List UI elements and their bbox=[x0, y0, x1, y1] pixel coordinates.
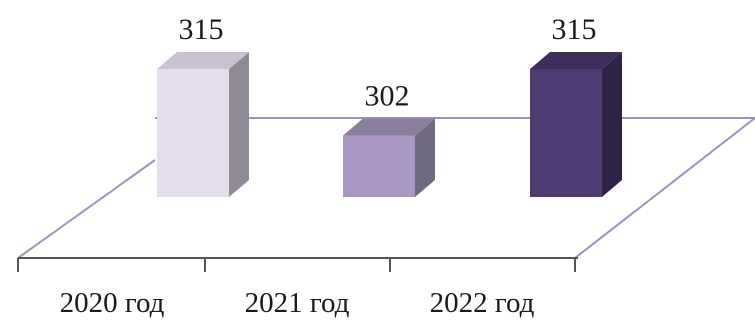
bar-top-0 bbox=[157, 52, 249, 69]
bar-side-1 bbox=[415, 118, 435, 197]
bar-2 bbox=[530, 52, 622, 197]
floor-left-edge bbox=[17, 159, 156, 259]
bar-0 bbox=[157, 52, 249, 197]
bar-top-1 bbox=[343, 118, 435, 136]
x-tick-label-2: 2022 год bbox=[430, 287, 535, 319]
bars-group bbox=[157, 52, 622, 197]
chart-floor bbox=[17, 117, 755, 272]
bar-top-2 bbox=[530, 52, 622, 69]
x-tick-label-0: 2020 год bbox=[60, 287, 165, 319]
data-label-0: 315 bbox=[179, 13, 224, 46]
bar-side-2 bbox=[602, 52, 622, 197]
bar-front-0 bbox=[157, 69, 229, 197]
floor-right-edge bbox=[574, 117, 755, 259]
data-label-2: 315 bbox=[552, 13, 597, 46]
bar-side-0 bbox=[229, 52, 249, 197]
bar-front-2 bbox=[530, 69, 602, 197]
x-tick-label-1: 2021 год bbox=[245, 287, 350, 319]
bar-1 bbox=[343, 118, 435, 197]
category-labels-group: 2020 год 2021 год 2022 год bbox=[60, 287, 535, 319]
bar-front-1 bbox=[343, 135, 415, 197]
data-labels-group: 315 302 315 bbox=[179, 13, 597, 113]
data-label-1: 302 bbox=[365, 80, 410, 113]
